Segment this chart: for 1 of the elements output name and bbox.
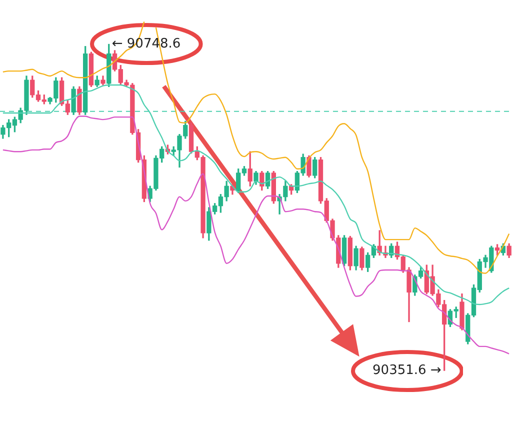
- annotation: 90351.6 →: [372, 362, 442, 378]
